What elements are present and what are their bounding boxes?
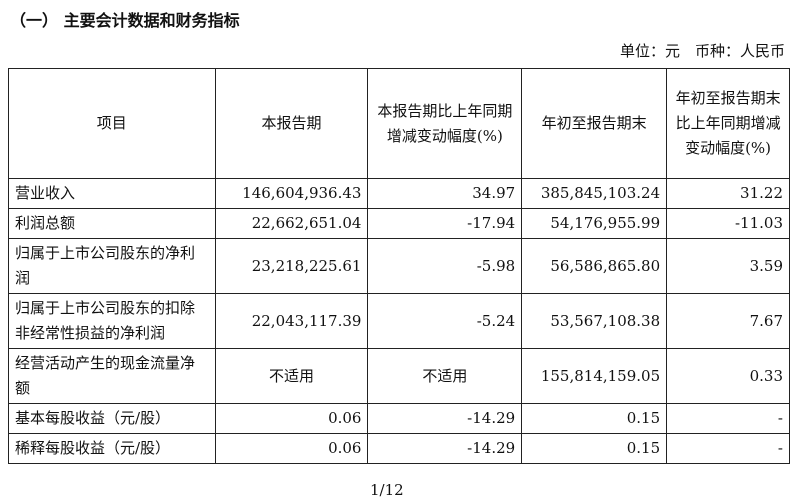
- header-ytd: 年初至报告期末: [521, 68, 668, 179]
- row-label: 利润总额: [8, 208, 216, 239]
- unit-currency-label: 单位：元 币种：人民币: [619, 42, 785, 60]
- cell-value: -14.29: [367, 403, 523, 434]
- table-header-row: 项目 本报告期 本报告期比上年同期增减变动幅度(%) 年初至报告期末 年初至报告…: [8, 68, 790, 179]
- cell-value: 146,604,936.43: [214, 178, 369, 209]
- cell-value: 0.06: [214, 403, 369, 434]
- cell-value: 56,586,865.80: [521, 238, 668, 294]
- cell-value: -17.94: [367, 208, 523, 239]
- cell-value: 54,176,955.99: [521, 208, 668, 239]
- header-item: 项目: [8, 68, 216, 179]
- cell-value: 3.59: [666, 238, 790, 294]
- table-row: 基本每股收益（元/股） 0.06 -14.29 0.15-: [8, 403, 790, 434]
- cell-value: -5.98: [367, 238, 523, 294]
- cell-value: -11.03: [666, 208, 790, 239]
- header-current-change: 本报告期比上年同期增减变动幅度(%): [367, 68, 523, 179]
- cell-value: 0.15: [521, 403, 668, 434]
- cell-value: -: [666, 403, 790, 434]
- cell-value: 34.97: [367, 178, 523, 209]
- cell-value: 0.15: [521, 433, 668, 464]
- table-row: 归属于上市公司股东的净利润 23,218,225.61 -5.98 56,586,86…: [8, 238, 790, 294]
- row-label: 归属于上市公司股东的扣除非经常性损益的净利润: [8, 293, 216, 349]
- table-row: 利润总额 22,662,651.04 -17.94 54,176,955.99 -11.…: [8, 208, 790, 239]
- cell-value: 0.33: [666, 348, 790, 404]
- table-row: 经营活动产生的现金流量净额 不适用 不适用 155,814,159.05 0.33: [8, 348, 790, 404]
- cell-value: 155,814,159.05: [521, 348, 668, 404]
- cell-value: 22,043,117.39: [214, 293, 369, 349]
- table-row: 归属于上市公司股东的扣除非经常性损益的净利润 22,043,117.39 -5.24…: [8, 293, 790, 349]
- cell-value: 0.06: [214, 433, 369, 464]
- table-row: 稀释每股收益（元/股） 0.06 -14.29 0.15-: [8, 433, 790, 464]
- cell-value: 31.22: [666, 178, 790, 209]
- cell-value: -5.24: [367, 293, 523, 349]
- row-label: 稀释每股收益（元/股）: [8, 433, 216, 464]
- cell-value: 385,845,103.24: [521, 178, 668, 209]
- cell-value: 23,218,225.61: [214, 238, 369, 294]
- financial-indicators-table: 项目 本报告期 本报告期比上年同期增减变动幅度(%) 年初至报告期末 年初至报告…: [8, 68, 790, 464]
- row-label: 经营活动产生的现金流量净额: [8, 348, 216, 404]
- cell-value: 22,662,651.04: [214, 208, 369, 239]
- page-number: 1/12: [370, 481, 404, 499]
- cell-value: 不适用: [367, 348, 523, 404]
- cell-value: 不适用: [214, 348, 369, 404]
- cell-value: 7.67: [666, 293, 790, 349]
- row-label: 营业收入: [8, 178, 216, 209]
- row-label: 归属于上市公司股东的净利润: [8, 238, 216, 294]
- row-label: 基本每股收益（元/股）: [8, 403, 216, 434]
- cell-value: 53,567,108.38: [521, 293, 668, 349]
- cell-value: -14.29: [367, 433, 523, 464]
- section-title: （一） 主要会计数据和财务指标: [10, 11, 240, 30]
- header-current-period: 本报告期: [214, 68, 369, 179]
- cell-value: -: [666, 433, 790, 464]
- header-ytd-change: 年初至报告期末比上年同期增减变动幅度(%): [666, 68, 790, 179]
- table-row: 营业收入 146,604,936.43 34.97 385,845,103.24 31.…: [8, 178, 790, 209]
